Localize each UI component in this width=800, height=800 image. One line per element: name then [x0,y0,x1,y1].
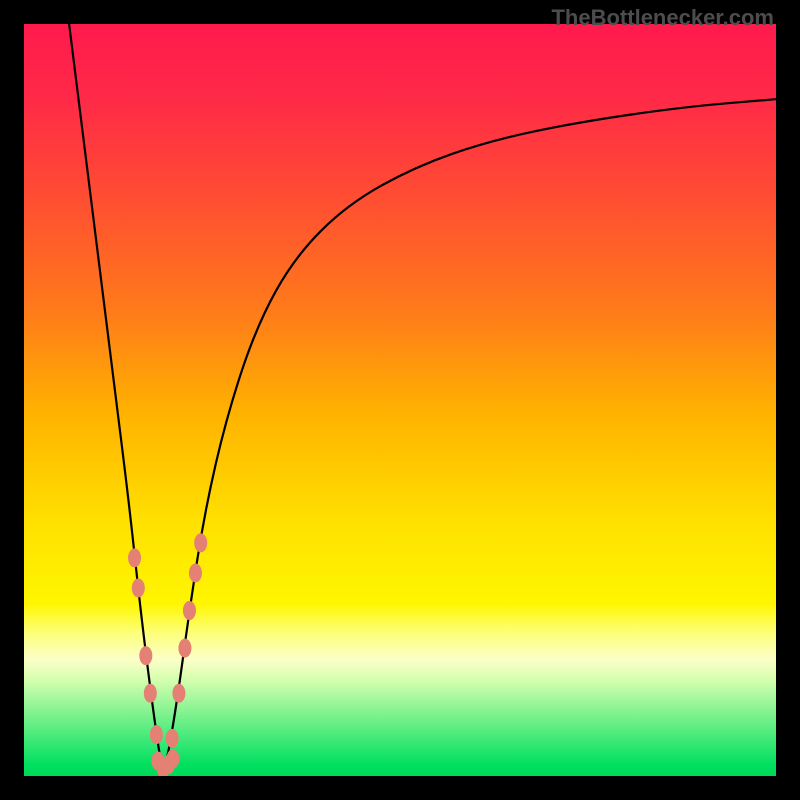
data-marker [195,534,207,552]
data-marker [144,684,156,702]
data-marker [150,726,162,744]
figure-container: TheBottlenecker.com [0,0,800,800]
plot-svg [24,24,776,776]
data-marker [179,639,191,657]
data-marker [132,579,144,597]
watermark-text: TheBottlenecker.com [551,5,774,31]
plot-area [24,24,776,776]
data-marker [129,549,141,567]
data-marker [140,647,152,665]
data-marker [166,729,178,747]
data-marker [173,684,185,702]
data-marker [183,602,195,620]
data-marker [167,750,179,768]
data-marker [189,564,201,582]
gradient-background [24,24,776,776]
